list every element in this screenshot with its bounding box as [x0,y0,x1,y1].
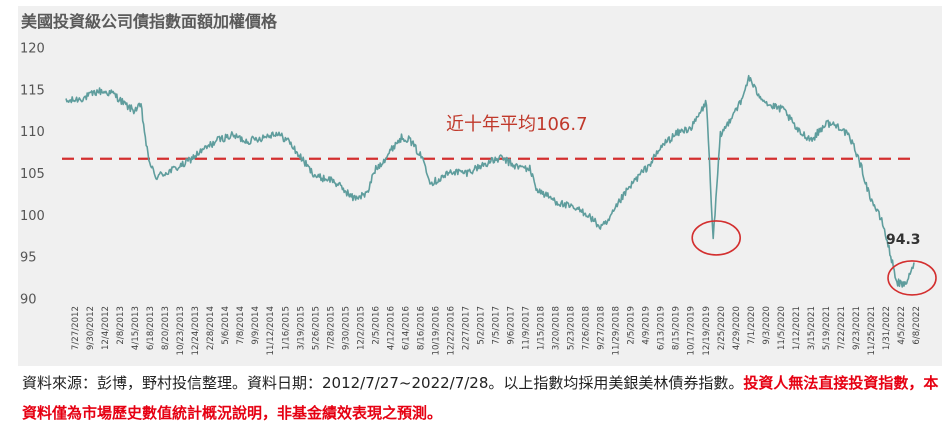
x-tick-label: 7/5/2017 [492,306,502,345]
x-tick-label: 9/30/2012 [86,306,96,350]
x-tick-label: 8/16/2016 [416,306,426,350]
x-tick-label: 1/16/2015 [281,306,291,350]
x-tick-label: 9/3/2020 [762,306,772,345]
x-tick-label: 4/29/2020 [732,306,742,350]
y-tick-label: 115 [20,83,45,98]
x-tick-label: 2/28/2014 [206,306,216,350]
chart-title: 美國投資級公司債指數面額加權價格 [21,12,278,31]
x-tick-label: 12/4/2012 [101,306,111,350]
y-tick-label: 100 [20,209,45,224]
x-tick-label: 12/19/2019 [702,306,712,356]
y-tick-label: 120 [20,42,45,57]
covid-low-highlight-circle [691,220,742,256]
x-tick-label: 9/23/2021 [852,306,862,350]
x-tick-label: 2/25/2020 [717,306,727,350]
x-tick-label: 10/23/2013 [176,306,186,356]
y-tick-label: 110 [20,125,45,140]
x-tick-label: 6/8/2022 [912,306,922,345]
x-tick-label: 5/19/2021 [822,306,832,350]
x-tick-label: 5/23/2018 [567,306,577,350]
x-tick-label: 4/9/2019 [642,306,652,345]
x-tick-label: 11/12/2014 [266,306,276,356]
x-tick-label: 1/15/2018 [537,306,547,350]
x-tick-label: 10/19/2016 [431,306,441,356]
x-tick-label: 2/27/2017 [462,306,472,350]
y-tick-label: 105 [20,167,45,182]
recent-low-highlight-circle [887,260,937,296]
x-tick-label: 2/5/2016 [371,306,381,345]
x-tick-label: 10/17/2019 [687,306,697,356]
x-tick-label: 1/31/2022 [882,306,892,350]
y-tick-label: 95 [20,251,37,266]
x-tick-label: 4/12/2016 [386,306,396,350]
x-tick-label: 11/5/2020 [777,306,787,350]
x-tick-label: 7/8/2014 [236,306,246,345]
x-tick-label: 5/6/2014 [221,306,231,345]
x-tick-label: 7/22/2021 [837,306,847,350]
x-tick-label: 8/20/2013 [161,306,171,350]
x-tick-label: 7/27/2012 [71,306,81,350]
x-tick-label: 6/14/2016 [401,306,411,350]
x-tick-label: 2/8/2013 [116,306,126,345]
footnote: 資料來源：彭博，野村投信整理。資料日期：2012/7/27~2022/7/28。… [22,368,942,428]
x-tick-label: 9/6/2017 [507,306,517,345]
x-tick-label: 6/18/2013 [146,306,156,350]
x-tick-label: 9/9/2014 [251,306,261,345]
x-tick-label: 7/26/2018 [582,306,592,350]
x-tick-label: 11/9/2017 [522,306,532,350]
price-chart: 美國投資級公司債指數面額加權價格 120 115 110 105 100 95 90 近十年… [20,12,937,356]
average-label: 近十年平均106.7 [446,114,588,135]
x-tick-label: 3/20/2018 [552,306,562,350]
y-tick-label: 90 [20,293,37,308]
x-tick-label: 5/26/2015 [311,306,321,350]
price-series-line [65,74,915,288]
x-tick-label: 5/2/2017 [477,306,487,345]
x-tick-label: 6/13/2019 [657,306,667,350]
x-tick-label: 7/1/2020 [747,306,757,345]
chart-panel: 美國投資級公司債指數面額加權價格 120 115 110 105 100 95 90 近十年… [18,6,942,366]
x-tick-label: 2/5/2019 [627,306,637,345]
x-tick-label: 12/2/2015 [356,306,366,350]
x-tick-label: 8/15/2019 [672,306,682,350]
disclaimer-note: 投資人無法直接投資指數，本資料僅為市場歷史數值統計概況說明，非基金績效表現之預測… [22,374,939,422]
end-value-label: 94.3 [886,232,921,248]
source-note: 資料來源：彭博，野村投信整理。資料日期：2012/7/27~2022/7/28。… [22,374,744,392]
x-tick-label: 3/15/2021 [807,306,817,350]
x-tick-label: 4/5/2022 [897,306,907,345]
x-tick-label: 11/25/2021 [867,306,877,356]
x-tick-label: 1/12/2021 [792,306,802,350]
x-tick-label: 7/28/2015 [326,306,336,350]
x-tick-label: 12/24/2013 [191,306,201,356]
x-tick-label: 12/22/2016 [446,306,456,356]
x-tick-label: 9/27/2018 [597,306,607,350]
x-tick-label: 3/19/2015 [296,306,306,350]
x-tick-label: 11/29/2018 [612,306,622,356]
x-tick-label: 9/30/2015 [341,306,351,350]
x-tick-label: 4/15/2013 [131,306,141,350]
